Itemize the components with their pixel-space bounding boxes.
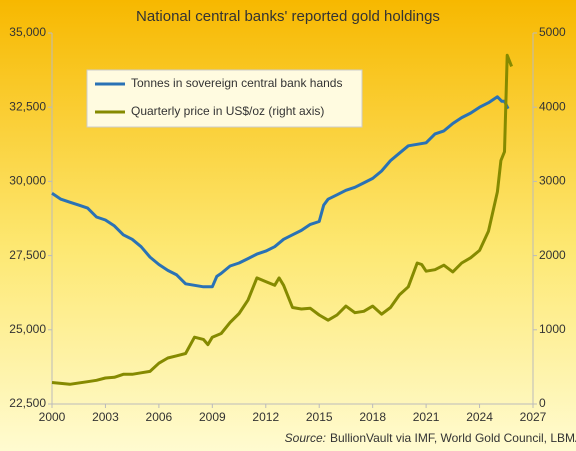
x-tick-label: 2018 <box>359 410 386 424</box>
y-tick-label: 22,500 <box>9 396 46 410</box>
y2-tick-label: 4000 <box>539 99 566 113</box>
legend-label: Tonnes in sovereign central bank hands <box>131 76 342 90</box>
x-tick-label: 2024 <box>466 410 493 424</box>
x-tick-label: 2000 <box>39 410 66 424</box>
y2-tick-label: 3000 <box>539 174 566 188</box>
y-tick-label: 35,000 <box>9 25 46 39</box>
y2-tick-label: 1000 <box>539 322 566 336</box>
y-tick-label: 30,000 <box>9 174 46 188</box>
x-tick-label: 2021 <box>413 410 440 424</box>
source-label: Source: <box>285 431 326 445</box>
x-tick-label: 2009 <box>199 410 226 424</box>
series-line <box>51 53 513 386</box>
y-tick-label: 25,000 <box>9 322 46 336</box>
y-tick-label: 27,500 <box>9 248 46 262</box>
y2-tick-label: 2000 <box>539 248 566 262</box>
x-tick-label: 2006 <box>146 410 173 424</box>
x-tick-label: 2015 <box>306 410 333 424</box>
series-line <box>51 95 510 289</box>
x-tick-label: 2003 <box>92 410 119 424</box>
x-tick-label: 2027 <box>520 410 547 424</box>
y2-tick-label: 5000 <box>539 25 566 39</box>
legend-label: Quarterly price in US$/oz (right axis) <box>131 104 324 118</box>
chart-title: National central banks' reported gold ho… <box>136 8 440 25</box>
x-tick-label: 2012 <box>252 410 279 424</box>
source: BullionVault via IMF, World Gold Council… <box>330 431 576 445</box>
y-tick-label: 32,500 <box>9 99 46 113</box>
legend-box <box>86 69 363 128</box>
y2-tick-label: 0 <box>539 396 546 410</box>
